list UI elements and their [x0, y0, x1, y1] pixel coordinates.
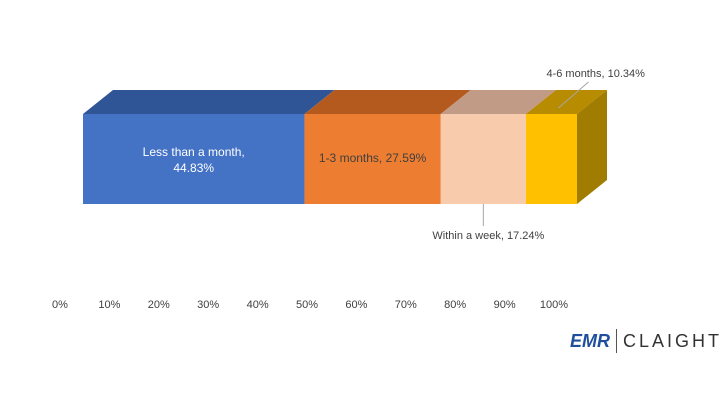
x-tick-label: 40% — [247, 299, 269, 311]
logo: EMR CLAIGHT — [570, 328, 722, 354]
x-tick-label: 20% — [148, 299, 170, 311]
x-tick-label: 70% — [395, 299, 417, 311]
bar-side — [577, 90, 607, 204]
leader-line — [558, 81, 589, 109]
x-tick-label: 30% — [197, 299, 219, 311]
bar — [83, 114, 305, 204]
bar — [440, 114, 526, 204]
data-label: Within a week, 17.24% — [432, 230, 545, 242]
logo-left: EMR — [570, 330, 610, 351]
x-tick-label: 10% — [98, 299, 120, 311]
x-tick-label: 90% — [494, 299, 516, 311]
bar — [525, 114, 577, 204]
bar-top — [525, 90, 607, 114]
x-tick-label: 50% — [296, 299, 318, 311]
x-tick-label: 60% — [345, 299, 367, 311]
bar-top — [304, 90, 471, 114]
data-label: 4-6 months, 10.34% — [546, 68, 645, 80]
x-tick-label: 100% — [540, 299, 568, 311]
bar-top — [83, 90, 335, 114]
x-tick-label: 80% — [444, 299, 466, 311]
logo-divider — [616, 329, 617, 353]
data-label: Less than a month, 44.83% — [142, 145, 245, 175]
logo-right: CLAIGHT — [623, 330, 723, 351]
bar — [304, 114, 441, 204]
x-tick-label: 0% — [52, 299, 68, 311]
data-label: 1-3 months, 27.59% — [318, 151, 427, 165]
bar-top — [440, 90, 556, 114]
